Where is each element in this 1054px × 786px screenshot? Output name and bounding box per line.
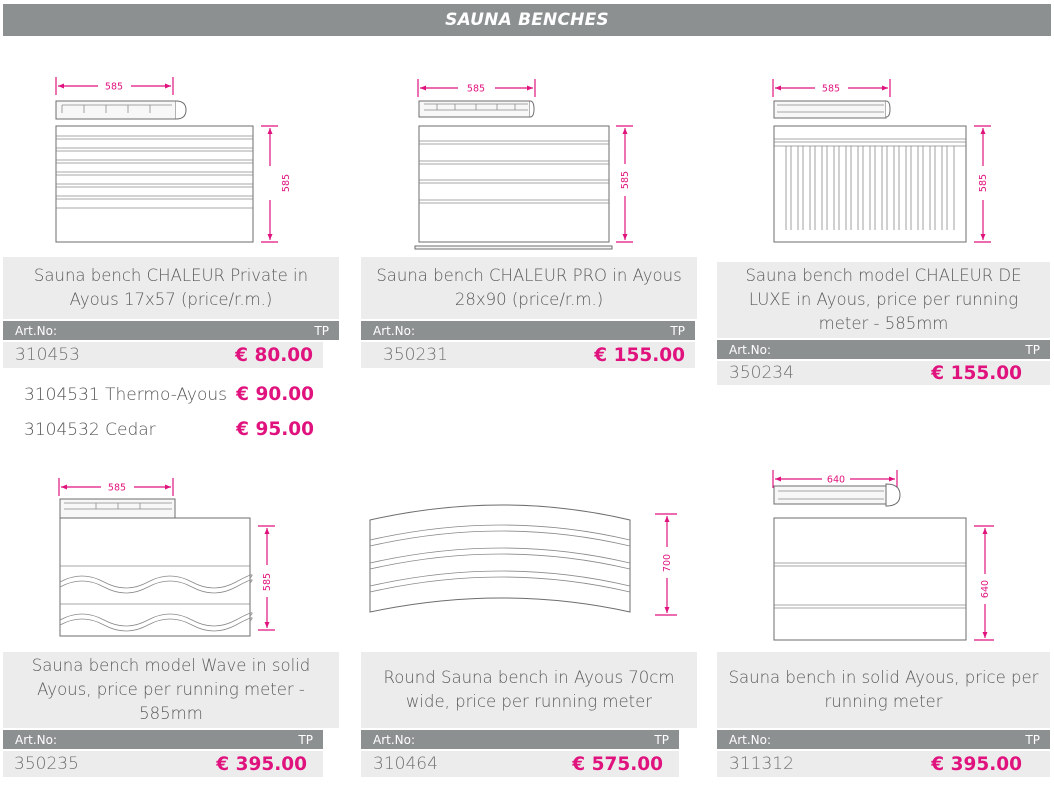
product-name: Sauna bench model Wave in solid Ayous, p… [3, 652, 339, 728]
dim-height-label: 700 [662, 554, 673, 572]
product-name: Sauna bench CHALEUR PRO in Ayous 28x90 (… [361, 257, 697, 319]
bench-drawing: 585 585 [55, 77, 292, 243]
art-no-label: Art.No: [15, 323, 58, 338]
product-price: € 395.00 [216, 753, 307, 775]
dim-width-label: 640 [827, 475, 845, 486]
tp-label: TP [314, 323, 329, 338]
bench-drawing: 585 585 [772, 79, 991, 243]
product-name: Sauna bench CHALEUR Private in Ayous 17x… [3, 257, 339, 319]
variant-cedar: 3104532 Cedar € 95.00 [24, 419, 314, 440]
art-no-bar: Art.No: TP [361, 321, 695, 340]
article-number: 350231 [383, 345, 448, 365]
dim-width-label: 585 [105, 82, 123, 93]
variant-label: 3104532 Cedar [24, 419, 156, 440]
dim-height-label: 585 [281, 174, 292, 192]
product-price: € 575.00 [572, 753, 663, 775]
code-row: 350235 € 395.00 [3, 751, 323, 777]
product-name: Sauna bench in solid Ayous, price per ru… [717, 652, 1050, 728]
art-no-label: Art.No: [373, 732, 416, 747]
art-no-bar: Art.No: TP [717, 730, 1050, 749]
product-name: Sauna bench model CHALEUR DE LUXE in Ayo… [717, 262, 1050, 338]
dim-width-label: 585 [467, 84, 485, 95]
code-row: 350231 € 155.00 [361, 342, 695, 368]
dim-width-label: 585 [822, 84, 840, 95]
tp-label: TP [298, 732, 313, 747]
product-name: Round Sauna bench in Ayous 70cm wide, pr… [361, 652, 697, 728]
tp-label: TP [670, 323, 685, 338]
bench-drawing: 700 [369, 504, 677, 616]
product-price: € 155.00 [931, 362, 1022, 384]
dim-height-label: 640 [980, 580, 991, 598]
art-no-label: Art.No: [729, 342, 772, 357]
art-no-label: Art.No: [729, 732, 772, 747]
variant-price: € 95.00 [236, 419, 314, 440]
article-number: 350234 [729, 363, 794, 383]
tp-label: TP [654, 732, 669, 747]
bench-drawing: 585 585 [58, 478, 275, 637]
tp-label: TP [1025, 342, 1040, 357]
art-no-bar: Art.No: TP [361, 730, 679, 749]
bench-drawing: 640 640 [772, 470, 994, 641]
dim-height-label: 585 [620, 171, 631, 189]
code-row: 311312 € 395.00 [717, 751, 1050, 777]
art-no-bar: Art.No: TP [3, 321, 339, 340]
code-row: 310464 € 575.00 [361, 751, 679, 777]
article-number: 311312 [729, 754, 794, 774]
code-row: 350234 € 155.00 [717, 361, 1050, 385]
variant-label: 3104531 Thermo-Ayous [24, 384, 228, 405]
dim-height-label: 585 [262, 573, 273, 591]
tp-label: TP [1025, 732, 1040, 747]
art-no-bar: Art.No: TP [3, 730, 323, 749]
product-price: € 395.00 [931, 753, 1022, 775]
article-number: 310453 [15, 345, 80, 365]
product-price: € 80.00 [235, 344, 313, 366]
dim-height-label: 585 [978, 174, 989, 192]
art-no-label: Art.No: [373, 323, 416, 338]
product-price: € 155.00 [594, 344, 685, 366]
variant-price: € 90.00 [236, 384, 314, 405]
bench-drawing: 585 585 [414, 79, 633, 250]
article-number: 310464 [373, 754, 438, 774]
art-no-label: Art.No: [15, 732, 58, 747]
page-title: SAUNA BENCHES [3, 4, 1051, 36]
code-row: 310453 € 80.00 [3, 342, 323, 368]
dim-width-label: 585 [108, 483, 126, 494]
article-number: 350235 [14, 754, 79, 774]
art-no-bar: Art.No: TP [717, 340, 1050, 359]
variant-thermo-ayous: 3104531 Thermo-Ayous € 90.00 [24, 384, 314, 405]
